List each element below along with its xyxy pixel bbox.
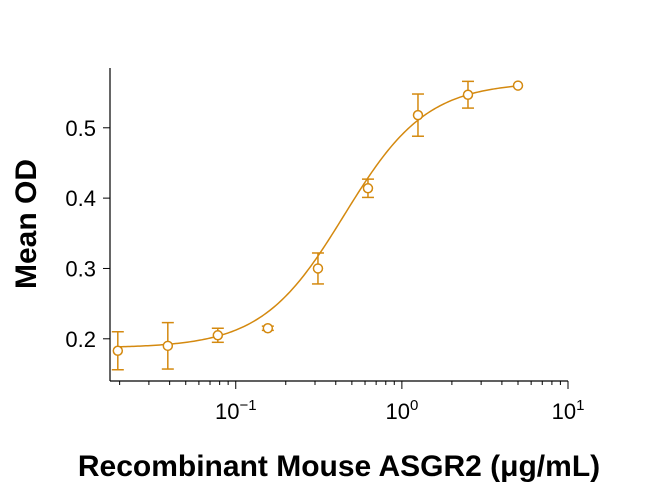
data-point	[311, 252, 324, 285]
x-axis-ticks: 10−1 100 101	[119, 381, 585, 424]
y-axis-ticks: 0.2 0.3 0.4 0.5	[65, 116, 110, 352]
data-point	[211, 327, 224, 344]
point-marker	[312, 263, 324, 274]
data-point	[361, 178, 374, 199]
point-marker	[262, 322, 274, 334]
point-marker	[112, 345, 124, 357]
data-points	[111, 80, 524, 371]
data-point	[461, 80, 474, 109]
data-point	[111, 331, 124, 371]
y-tick-label: 0.2	[65, 327, 96, 352]
x-tick-label: 10−1	[215, 397, 257, 424]
data-point	[161, 321, 174, 370]
point-marker	[462, 89, 474, 100]
point-marker	[212, 330, 224, 341]
fit-curve	[117, 85, 519, 348]
point-marker	[162, 340, 174, 352]
y-tick-label: 0.3	[65, 256, 96, 281]
point-marker	[512, 80, 524, 91]
y-tick-label: 0.4	[65, 186, 96, 211]
y-axis-title: Mean OD	[10, 159, 43, 289]
x-tick-label: 101	[552, 397, 585, 424]
point-marker	[412, 109, 424, 121]
x-axis-title: Recombinant Mouse ASGR2 (μg/mL)	[78, 450, 600, 483]
data-point	[411, 93, 424, 137]
data-point	[261, 322, 274, 334]
y-tick-label: 0.5	[65, 116, 96, 141]
data-point	[512, 80, 524, 91]
x-tick-label: 100	[385, 397, 418, 424]
point-marker	[362, 183, 374, 194]
